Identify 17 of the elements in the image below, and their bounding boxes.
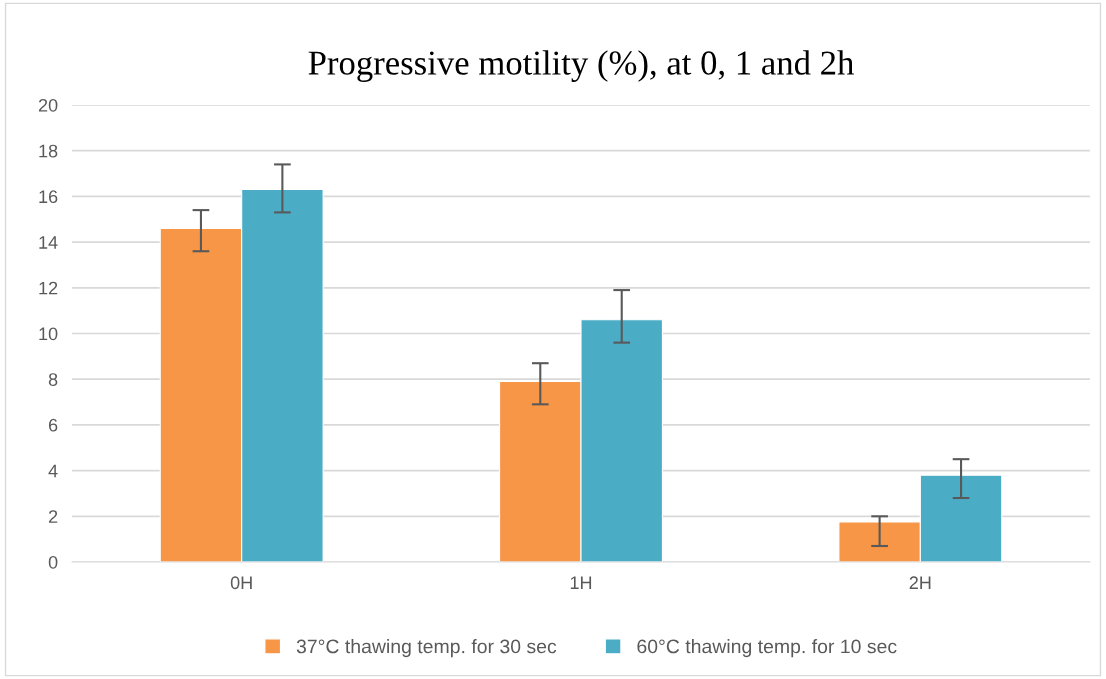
y-tick-label: 12 xyxy=(39,281,58,295)
legend-label: 60°C thawing temp. for 10 sec xyxy=(637,639,897,658)
y-tick-label: 2 xyxy=(48,510,58,523)
y-tick-label: 18 xyxy=(39,144,58,158)
chart-title: Progressive motility (%), at 0, 1 and 2h xyxy=(308,50,854,82)
legend-label: 37°C thawing temp. for 30 sec xyxy=(296,639,557,658)
y-tick-label: 0 xyxy=(48,555,58,569)
y-tick-label: 16 xyxy=(39,190,58,204)
y-tick-label: 20 xyxy=(38,98,58,112)
x-tick-label: 0H xyxy=(230,576,252,590)
x-tick-label: 2H xyxy=(909,576,931,589)
x-tick-label: 1H xyxy=(570,576,592,589)
y-tick-label: 10 xyxy=(39,327,58,341)
y-tick-label: 6 xyxy=(48,418,58,432)
y-tick-label: 4 xyxy=(48,464,58,478)
y-tick-label: 14 xyxy=(39,236,58,249)
y-tick-label: 8 xyxy=(48,373,58,386)
